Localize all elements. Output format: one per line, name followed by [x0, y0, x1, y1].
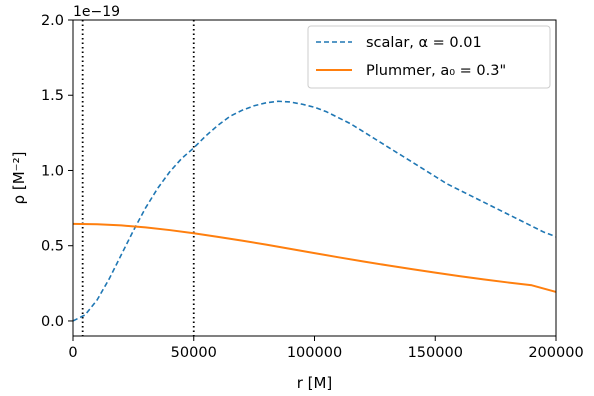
x-tick-label: 0 — [68, 345, 77, 361]
x-axis-label: r [M] — [297, 374, 333, 392]
y-axis-label: ρ [M⁻²] — [10, 152, 28, 205]
vertical-lines — [81, 20, 195, 336]
legend-box — [307, 25, 551, 89]
legend-label-plummer: Plummer, a₀ = 0.3" — [366, 63, 506, 79]
offset-label: 1e−19 — [73, 4, 120, 20]
legend-label-scalar: scalar, α = 0.01 — [366, 35, 482, 51]
y-tick-label: 0.5 — [41, 239, 64, 255]
series-line-plummer — [72, 222, 557, 293]
series-line-scalar — [72, 100, 557, 322]
y-tick-label: 1.5 — [41, 88, 64, 104]
x-tick-label: 50000 — [171, 345, 217, 361]
y-tick-label: 1.0 — [41, 163, 64, 179]
tick-layer: 0 50000 100000 150000 200000 0.0 0.5 1.0 1.5 2.0 — [41, 13, 584, 361]
x-tick-label: 200000 — [528, 345, 583, 361]
legend: scalar, α = 0.01 Plummer, a₀ = 0.3" — [307, 25, 551, 89]
y-tick-label: 0.0 — [41, 314, 64, 330]
plot-frame — [72, 19, 557, 337]
x-tick-label: 100000 — [287, 345, 342, 361]
series-layer — [72, 100, 557, 322]
y-tick-label: 2.0 — [41, 13, 64, 29]
x-tick-label: 150000 — [408, 345, 463, 361]
